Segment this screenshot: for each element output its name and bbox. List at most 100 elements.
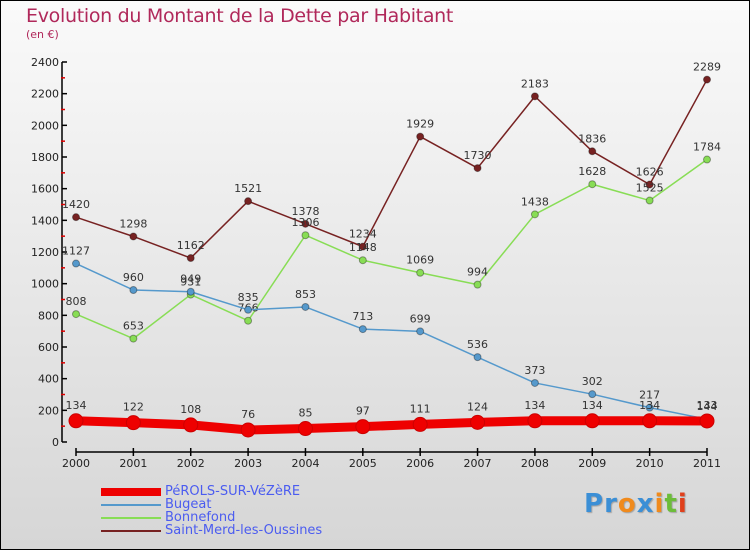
data-label: 133 bbox=[697, 399, 718, 412]
data-label: 536 bbox=[467, 338, 488, 351]
data-point bbox=[703, 155, 711, 164]
data-label: 994 bbox=[467, 266, 488, 279]
data-label: 144 bbox=[697, 400, 718, 413]
data-point bbox=[473, 280, 482, 289]
data-point bbox=[183, 417, 199, 433]
data-point bbox=[301, 219, 310, 228]
chart-title: Evolution du Montant de la Dette par Hab… bbox=[26, 5, 454, 27]
legend-label: Bugeat bbox=[165, 497, 212, 512]
legend-swatch bbox=[101, 529, 161, 532]
proxiti-logo: Proxiti bbox=[584, 489, 688, 519]
x-tick-label: 2001 bbox=[119, 457, 147, 470]
y-tick-label: 1600 bbox=[31, 183, 59, 196]
data-point bbox=[72, 259, 80, 268]
data-point bbox=[355, 419, 371, 435]
y-tick-label: 2400 bbox=[31, 56, 59, 69]
data-point bbox=[530, 378, 539, 387]
data-point bbox=[584, 413, 600, 429]
data-label: 699 bbox=[410, 312, 431, 325]
data-point bbox=[186, 287, 195, 296]
data-label: 97 bbox=[356, 405, 370, 418]
data-point bbox=[129, 232, 138, 241]
data-label: 853 bbox=[295, 288, 316, 301]
data-label: 1525 bbox=[636, 182, 664, 195]
data-label: 134 bbox=[66, 399, 87, 412]
logo-letter: i bbox=[677, 489, 688, 519]
y-tick-label: 1000 bbox=[31, 278, 59, 291]
data-point bbox=[473, 164, 482, 173]
data-label: 373 bbox=[524, 364, 545, 377]
data-label: 2183 bbox=[521, 77, 549, 90]
data-point bbox=[470, 414, 486, 430]
data-point bbox=[642, 413, 658, 429]
data-label: 124 bbox=[467, 400, 488, 413]
x-tick-label: 2000 bbox=[62, 457, 90, 470]
y-tick-label: 2000 bbox=[31, 119, 59, 132]
data-point bbox=[473, 353, 482, 362]
data-point bbox=[244, 316, 253, 325]
legend-swatch bbox=[101, 487, 161, 496]
data-label: 217 bbox=[639, 389, 660, 402]
legend-swatch bbox=[101, 503, 161, 506]
data-label: 808 bbox=[66, 295, 87, 308]
x-tick-label: 2011 bbox=[693, 457, 721, 470]
legend: PéROLS-SUR-VéZèRE Bugeat Bonnefond Saint-Me… bbox=[101, 485, 322, 537]
data-point bbox=[645, 403, 654, 412]
legend-item: Bugeat bbox=[101, 498, 322, 511]
y-tick-label: 400 bbox=[38, 373, 59, 386]
data-point bbox=[416, 268, 425, 277]
data-point bbox=[703, 75, 711, 84]
y-tick-label: 1200 bbox=[31, 246, 59, 259]
data-label: 1162 bbox=[177, 239, 205, 252]
data-label: 835 bbox=[238, 291, 259, 304]
data-label: 1234 bbox=[349, 228, 377, 241]
data-label: 1127 bbox=[62, 245, 90, 258]
y-tick-label: 0 bbox=[52, 436, 59, 449]
chart-subtitle: (en €) bbox=[26, 28, 59, 41]
x-tick-label: 2006 bbox=[406, 457, 434, 470]
series-line-p-rols-sur-v-z-re bbox=[75, 416, 708, 435]
logo-letter: o bbox=[617, 489, 637, 519]
data-label: 134 bbox=[524, 399, 545, 412]
data-point bbox=[129, 334, 138, 343]
data-label: 1148 bbox=[349, 241, 377, 254]
data-point bbox=[588, 147, 597, 156]
logo-letter: r bbox=[604, 489, 618, 519]
data-point bbox=[412, 416, 428, 432]
data-label: 1730 bbox=[464, 149, 492, 162]
data-label: 76 bbox=[241, 408, 255, 421]
y-tick-label: 200 bbox=[38, 404, 59, 417]
data-label: 108 bbox=[180, 403, 201, 416]
data-point bbox=[358, 242, 367, 251]
data-label: 1378 bbox=[291, 205, 319, 218]
x-tick-label: 2010 bbox=[636, 457, 664, 470]
logo-letter: x bbox=[636, 489, 655, 519]
data-label: 1420 bbox=[62, 198, 90, 211]
data-point bbox=[588, 180, 597, 189]
data-point bbox=[129, 286, 138, 294]
data-point bbox=[645, 196, 654, 205]
series-line-bonnefond bbox=[75, 158, 708, 340]
data-label: 653 bbox=[123, 320, 144, 333]
data-label: 111 bbox=[410, 402, 431, 415]
logo-letter: i bbox=[654, 489, 665, 519]
data-label: 1521 bbox=[234, 182, 262, 195]
data-point bbox=[297, 421, 313, 437]
data-point bbox=[530, 92, 539, 101]
y-tick-label: 1800 bbox=[31, 151, 59, 164]
data-label: 1836 bbox=[578, 132, 606, 145]
y-tick-label: 800 bbox=[38, 309, 59, 322]
data-label: 713 bbox=[352, 310, 373, 323]
data-point bbox=[244, 305, 253, 314]
data-point bbox=[358, 256, 367, 265]
legend-item: PéROLS-SUR-VéZèRE bbox=[101, 485, 322, 498]
data-point bbox=[530, 210, 539, 219]
legend-label: Saint-Merd-les-Oussines bbox=[165, 523, 323, 538]
y-tick-label: 2200 bbox=[31, 88, 59, 101]
data-label: 122 bbox=[123, 401, 144, 414]
data-point bbox=[416, 327, 425, 336]
y-tick-label: 1400 bbox=[31, 214, 59, 227]
legend-swatch bbox=[101, 516, 161, 519]
